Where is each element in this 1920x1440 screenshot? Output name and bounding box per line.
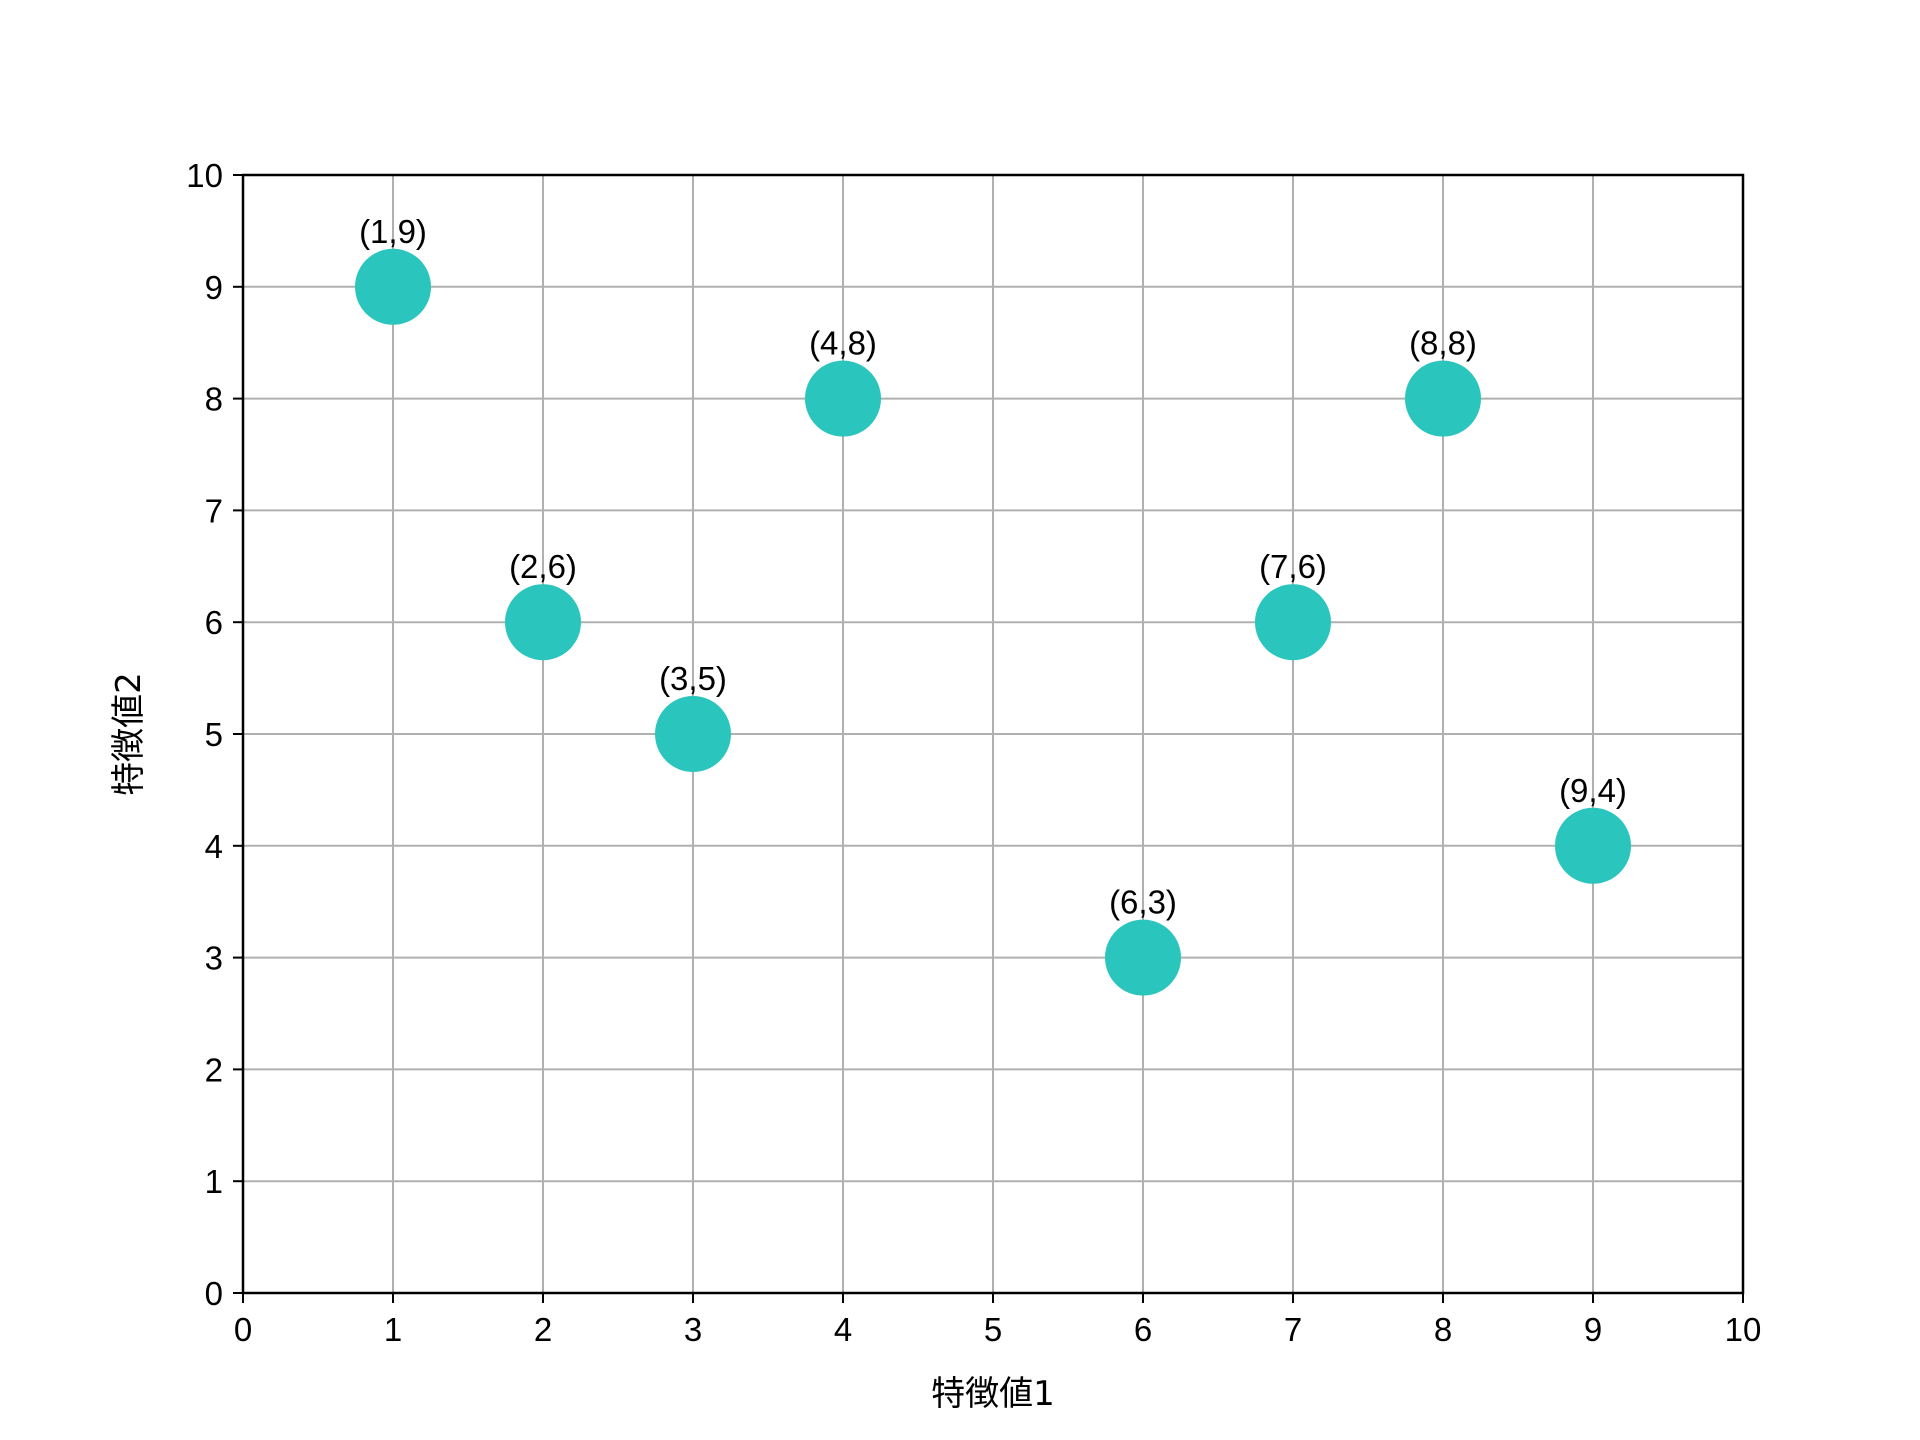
x-tick-label: 2 bbox=[534, 1311, 552, 1348]
y-tick-label: 9 bbox=[205, 269, 223, 306]
x-tick-label: 9 bbox=[1584, 1311, 1602, 1348]
x-tick-label: 5 bbox=[984, 1311, 1002, 1348]
y-tick-label: 10 bbox=[186, 157, 223, 194]
y-tick-label: 3 bbox=[205, 940, 223, 977]
x-axis-label: 特徴値1 bbox=[931, 1374, 1055, 1414]
point-label: (2,6) bbox=[509, 548, 577, 585]
y-tick-label: 6 bbox=[205, 604, 223, 641]
plot-frame bbox=[241, 173, 1745, 1295]
point-label: (1,9) bbox=[359, 213, 427, 250]
point-label: (4,8) bbox=[809, 325, 877, 362]
y-tick-label: 5 bbox=[205, 716, 223, 753]
data-point bbox=[1105, 919, 1181, 996]
point-label: (3,5) bbox=[659, 660, 727, 697]
data-point bbox=[355, 248, 431, 325]
point-label: (8,8) bbox=[1409, 325, 1477, 362]
y-tick-label: 1 bbox=[205, 1163, 223, 1200]
x-tick-label: 0 bbox=[234, 1311, 252, 1348]
x-tick-label: 3 bbox=[684, 1311, 702, 1348]
data-point bbox=[655, 696, 731, 772]
y-tick-label: 7 bbox=[205, 492, 223, 529]
point-label: (7,6) bbox=[1259, 548, 1327, 585]
grid bbox=[242, 174, 1744, 1294]
data-point bbox=[1255, 584, 1331, 661]
x-tick-label: 7 bbox=[1284, 1311, 1302, 1348]
y-tick-label: 8 bbox=[205, 381, 223, 418]
data-point bbox=[1405, 360, 1481, 437]
ticks: 0 1 2 3 4 5 6 7 8 9 10 0 1 2 3 4 5 6 7 8 9 10 bbox=[186, 157, 1761, 1348]
x-tick-label: 8 bbox=[1434, 1311, 1452, 1348]
x-tick-label: 1 bbox=[384, 1311, 402, 1348]
y-tick-label: 2 bbox=[205, 1051, 223, 1088]
point-label: (9,4) bbox=[1559, 772, 1627, 809]
data-point bbox=[505, 584, 581, 661]
x-tick-label: 10 bbox=[1725, 1311, 1762, 1348]
x-tick-label: 6 bbox=[1134, 1311, 1152, 1348]
y-tick-label: 4 bbox=[205, 828, 223, 865]
x-tick-label: 4 bbox=[834, 1311, 852, 1348]
data-points: (1,9) (2,6) (3,5) (4,8) (6,3) (7,6) (8,8) (9,4) bbox=[355, 213, 1631, 996]
data-point bbox=[1555, 807, 1631, 884]
y-tick-label: 0 bbox=[205, 1275, 223, 1312]
point-label: (6,3) bbox=[1109, 884, 1177, 921]
data-point bbox=[805, 360, 881, 437]
y-axis-label: 特徴値2 bbox=[109, 672, 149, 796]
